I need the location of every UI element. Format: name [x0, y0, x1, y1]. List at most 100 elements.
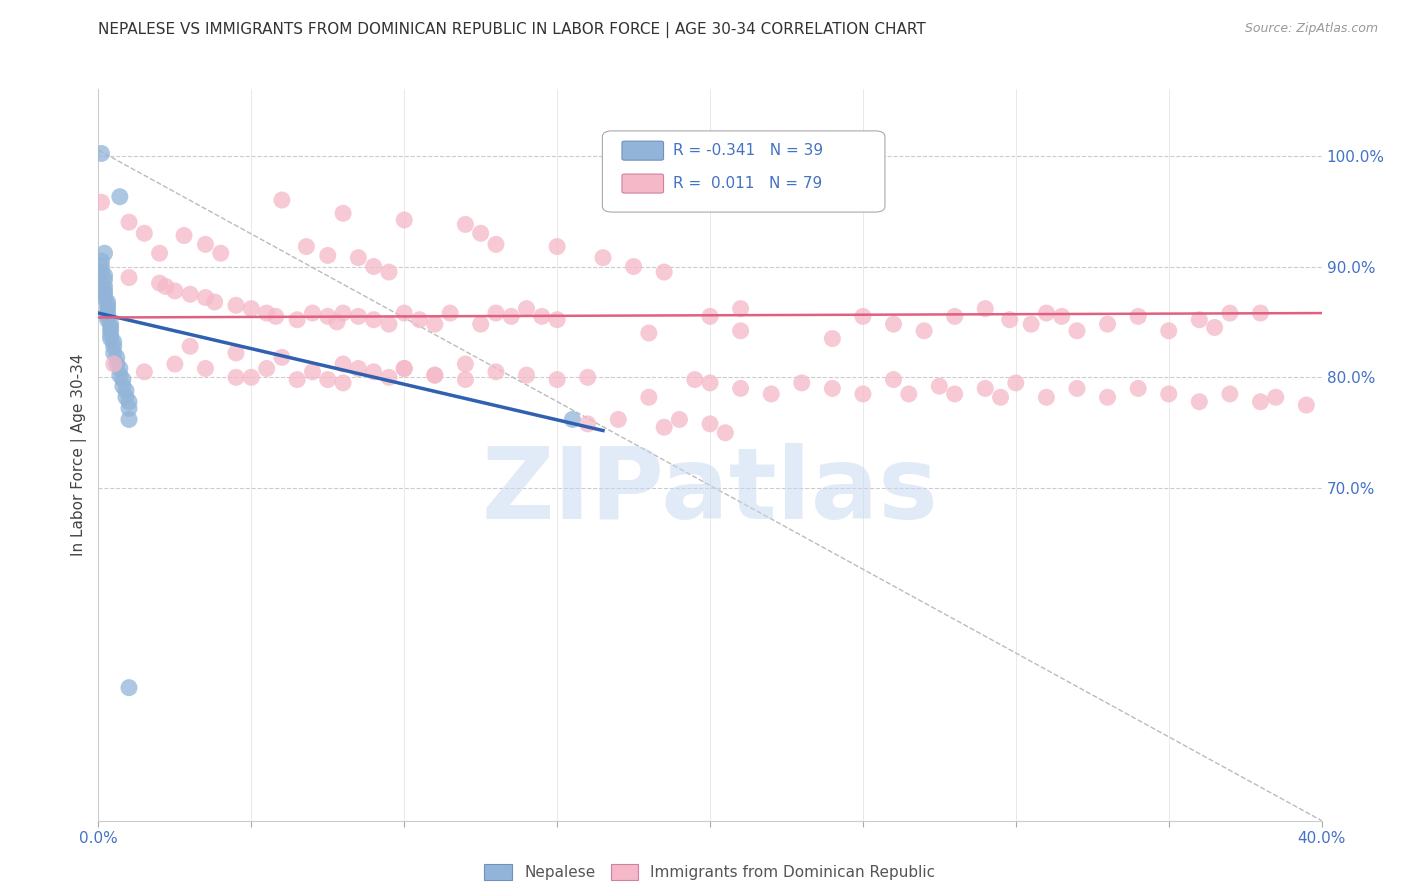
Point — [883, 317, 905, 331]
Point — [108, 190, 131, 204]
Point — [103, 334, 125, 349]
Point — [392, 361, 416, 376]
Point — [100, 317, 122, 331]
Point — [270, 351, 292, 365]
Point — [378, 265, 401, 279]
Point — [454, 373, 477, 387]
Point — [118, 394, 141, 409]
Point — [652, 420, 675, 434]
Point — [93, 279, 115, 293]
Point — [378, 370, 401, 384]
Point — [332, 376, 354, 390]
Point — [576, 370, 599, 384]
Point — [1004, 376, 1026, 390]
Point — [423, 368, 446, 383]
Point — [149, 276, 172, 290]
Point — [439, 306, 461, 320]
Point — [928, 379, 950, 393]
Point — [637, 390, 661, 404]
Point — [501, 310, 523, 324]
Point — [316, 373, 339, 387]
Point — [301, 306, 323, 320]
Point — [97, 295, 120, 310]
Point — [118, 412, 141, 426]
Point — [1066, 381, 1088, 395]
Point — [93, 273, 115, 287]
Point — [1019, 317, 1042, 331]
Point — [270, 193, 292, 207]
Point — [699, 417, 721, 431]
Point — [1188, 312, 1211, 326]
Point — [1295, 398, 1317, 412]
Text: R = -0.341   N = 39: R = -0.341 N = 39 — [673, 143, 824, 158]
Point — [546, 312, 568, 326]
Point — [423, 317, 446, 331]
Point — [163, 284, 186, 298]
Point — [97, 306, 120, 320]
Point — [392, 306, 416, 320]
Point — [108, 361, 131, 376]
Point — [90, 195, 112, 210]
Point — [194, 237, 217, 252]
Point — [134, 227, 156, 241]
Point — [1188, 394, 1211, 409]
Point — [179, 287, 201, 301]
Point — [204, 295, 226, 310]
Point — [97, 310, 120, 324]
Point — [93, 284, 115, 298]
Point — [485, 365, 508, 379]
Point — [118, 270, 141, 285]
Point — [225, 298, 247, 312]
Point — [100, 320, 122, 334]
Point — [683, 373, 706, 387]
Point — [1249, 394, 1271, 409]
Point — [97, 301, 120, 316]
Point — [974, 301, 997, 316]
Legend: Nepalese, Immigrants from Dominican Republic: Nepalese, Immigrants from Dominican Repu… — [478, 858, 942, 886]
Point — [326, 315, 349, 329]
Point — [111, 373, 134, 387]
Point — [1035, 306, 1057, 320]
Point — [103, 346, 125, 360]
Point — [1204, 320, 1226, 334]
Point — [1128, 310, 1150, 324]
Point — [652, 265, 675, 279]
Point — [1050, 310, 1073, 324]
Point — [105, 351, 128, 365]
Text: ZIPatlas: ZIPatlas — [482, 443, 938, 540]
Point — [240, 370, 263, 384]
Text: NEPALESE VS IMMIGRANTS FROM DOMINICAN REPUBLIC IN LABOR FORCE | AGE 30-34 CORREL: NEPALESE VS IMMIGRANTS FROM DOMINICAN RE… — [98, 22, 927, 38]
Point — [93, 291, 115, 305]
Point — [1035, 390, 1057, 404]
Point — [240, 301, 263, 316]
Point — [897, 387, 920, 401]
Point — [790, 376, 813, 390]
Point — [209, 246, 232, 260]
Point — [883, 373, 905, 387]
Point — [316, 310, 339, 324]
Point — [852, 387, 875, 401]
Point — [90, 265, 112, 279]
Point — [100, 328, 122, 343]
Point — [637, 326, 661, 340]
Point — [1264, 390, 1286, 404]
Point — [118, 681, 141, 695]
Point — [730, 381, 752, 395]
Point — [97, 312, 120, 326]
Point — [115, 384, 138, 398]
Point — [1066, 324, 1088, 338]
Point — [332, 357, 354, 371]
Point — [90, 146, 112, 161]
Point — [576, 417, 599, 431]
Point — [699, 376, 721, 390]
Point — [408, 312, 430, 326]
Point — [1249, 306, 1271, 320]
FancyBboxPatch shape — [621, 174, 664, 193]
Point — [115, 390, 138, 404]
Point — [134, 365, 156, 379]
Point — [821, 332, 844, 346]
Point — [118, 215, 141, 229]
Point — [485, 237, 508, 252]
Point — [97, 298, 120, 312]
Point — [699, 310, 721, 324]
